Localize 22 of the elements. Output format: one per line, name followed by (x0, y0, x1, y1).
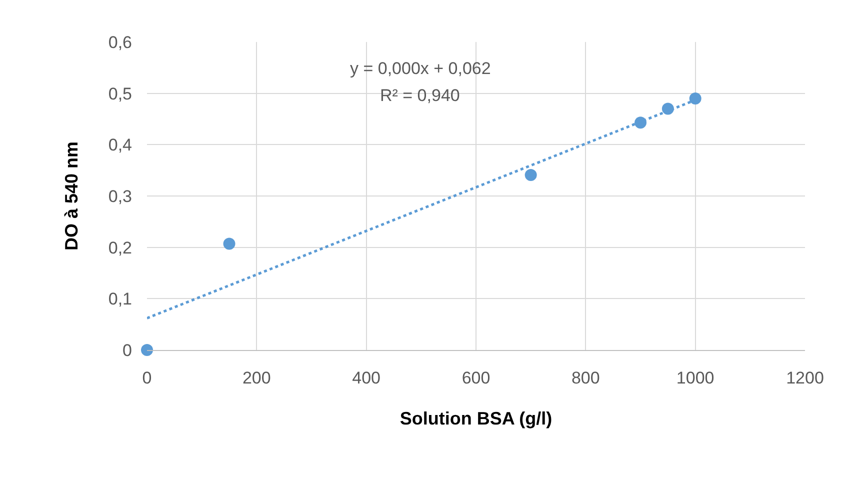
point (524, 168, 537, 181)
y-tick-label: 0,3 (108, 186, 132, 206)
y-tick-label: 0,1 (108, 290, 132, 309)
point (223, 238, 236, 250)
point (689, 92, 702, 104)
x-tick-label: 600 (462, 368, 490, 388)
y-tick-label: 0,4 (108, 136, 132, 155)
x-axis-title: Solution BSA (g/l) (400, 408, 552, 428)
x-tick-label: 200 (242, 368, 271, 388)
x-tick-label: 400 (352, 368, 381, 388)
y-tick-label: 0,5 (108, 84, 132, 104)
x-tick-label: 800 (571, 368, 600, 388)
y-tick-label: 0,2 (108, 238, 132, 258)
y-tick-label: 0 (122, 340, 132, 360)
x-tick-label: 0 (142, 368, 152, 388)
annotation: y = 0,000x + 0,062 (350, 59, 491, 78)
x-tick-label: 1200 (786, 368, 824, 388)
y-tick-label: 0,6 (108, 32, 132, 52)
point (141, 344, 153, 356)
y-axis-title: DO à 540 nm (62, 141, 82, 251)
annotation: R² = 0,940 (380, 86, 460, 105)
x-tick-label: 1000 (676, 368, 714, 388)
